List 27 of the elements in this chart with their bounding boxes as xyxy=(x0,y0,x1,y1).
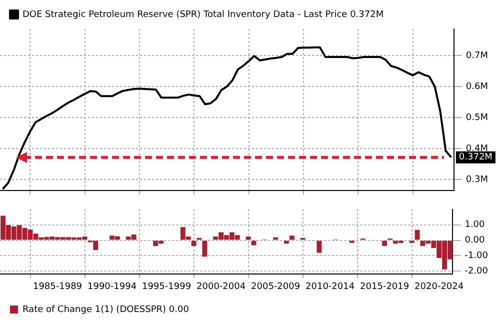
y-tick-label: 0.00 xyxy=(464,236,486,246)
y-tick-label: 1.00 xyxy=(464,220,486,230)
y-tick-label: -1.00 xyxy=(464,251,488,262)
bar xyxy=(246,236,251,240)
x-tick-label: 2000-2004 xyxy=(196,282,246,292)
bar xyxy=(414,230,420,240)
bar xyxy=(382,240,388,246)
x-tick-label: 2005-2009 xyxy=(251,282,300,292)
x-tick-label: 1985-1989 xyxy=(32,282,82,292)
bar xyxy=(316,240,322,253)
y-tick-label: 0.4M xyxy=(466,144,488,154)
x-tick-label: 1995-1999 xyxy=(142,282,192,292)
x-tick-label: 2010-2014 xyxy=(306,282,355,292)
bar xyxy=(289,236,294,240)
legend-label: DOE Strategic Petroleum Reserve (SPR) Total Inventory Data - Last Price 0.372M xyxy=(22,10,384,20)
ref-line-label: 0.372M xyxy=(458,152,492,163)
x-tick-label: 1990-1994 xyxy=(87,282,137,292)
y-tick-label: 0.7M xyxy=(466,50,488,61)
y-tick-label: -2.00 xyxy=(464,266,488,276)
y-tick-label: 0.6M xyxy=(466,82,488,92)
x-tick-label: 2020-2024 xyxy=(414,282,464,292)
bar xyxy=(202,240,208,257)
x-tick-label: 2015-2019 xyxy=(360,282,410,292)
legend-label: Rate of Change 1(1) (DOESSPR) 0.00 xyxy=(22,304,190,315)
y-tick-label: 0.5M xyxy=(466,112,488,123)
y-tick-label: 0.3M xyxy=(466,175,488,186)
bar xyxy=(273,237,278,240)
